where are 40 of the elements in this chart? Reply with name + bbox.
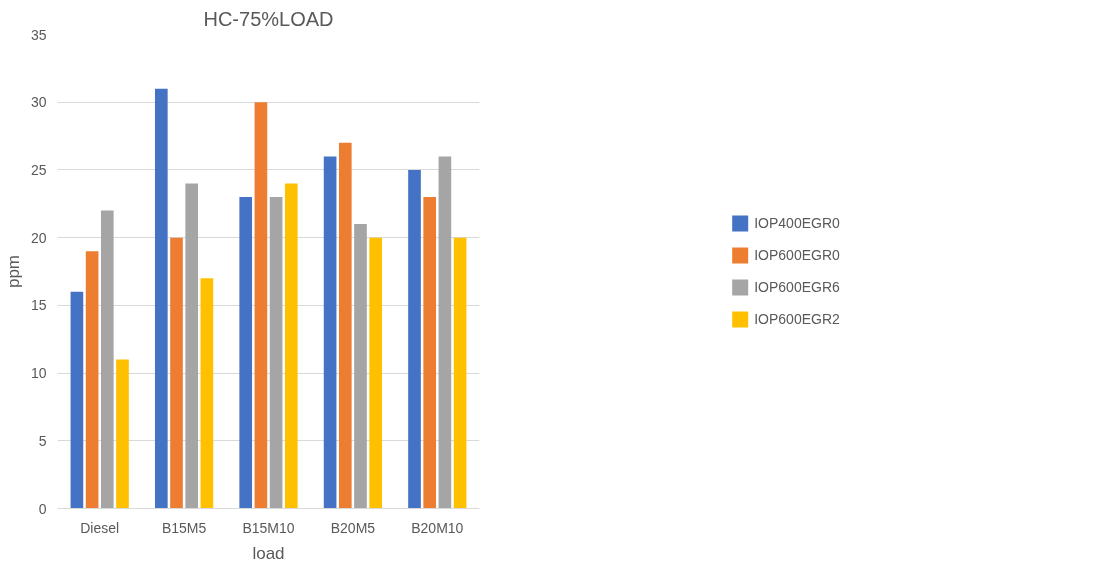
- bar: [85, 251, 99, 509]
- bar: [369, 237, 383, 509]
- y-tick-label: 35: [30, 26, 47, 43]
- bar: [239, 197, 253, 509]
- bar: [338, 142, 352, 509]
- bar: [185, 183, 199, 509]
- bar: [269, 197, 283, 509]
- chart-title: HC-75%LOAD: [203, 7, 334, 30]
- bar: [70, 291, 84, 509]
- x-tick-label: B15M10: [242, 519, 295, 536]
- bar: [354, 224, 367, 509]
- x-tick-label: B20M5: [330, 519, 376, 536]
- legend-label: IOP600EGR2: [754, 311, 840, 327]
- y-tick-label: 30: [30, 94, 47, 111]
- x-tick-label: B15M5: [161, 519, 207, 536]
- legend-label: IOP400EGR0: [754, 215, 840, 231]
- bar: [453, 237, 467, 509]
- bar: [154, 88, 168, 509]
- bar: [200, 278, 214, 509]
- y-tick-label: 5: [38, 432, 47, 449]
- y-axis-title: ppm: [3, 254, 23, 289]
- legend-label: IOP600EGR0: [754, 247, 840, 263]
- bar: [408, 169, 421, 509]
- bar: [254, 102, 268, 509]
- y-tick-label: 25: [30, 161, 47, 178]
- legend-label: IOP600EGR6: [754, 279, 840, 295]
- bar: [423, 197, 437, 509]
- x-axis-title: load: [252, 543, 285, 563]
- y-tick-label: 0: [38, 500, 47, 517]
- y-tick-label: 20: [30, 229, 47, 246]
- bar: [284, 183, 298, 509]
- bar: [100, 210, 114, 509]
- x-tick-label: B20M10: [411, 519, 464, 536]
- y-tick-label: 15: [30, 297, 47, 314]
- bar: [116, 359, 129, 509]
- bar: [323, 156, 337, 509]
- bar: [170, 237, 183, 509]
- x-tick-label: Diesel: [80, 519, 120, 536]
- y-tick-label: 10: [30, 365, 47, 382]
- bar: [438, 156, 452, 509]
